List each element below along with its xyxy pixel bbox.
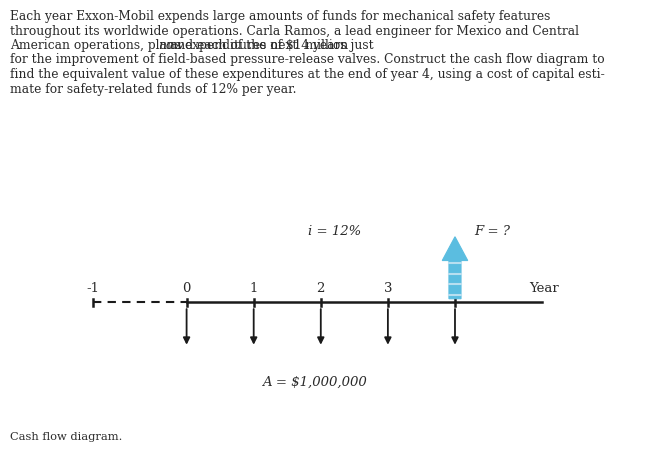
Text: Cash flow diagram.: Cash flow diagram. (10, 431, 122, 441)
Text: 1: 1 (250, 282, 258, 295)
Text: A = $1,000,000: A = $1,000,000 (262, 375, 366, 387)
Text: and each of the next 4 years just: and each of the next 4 years just (166, 39, 374, 52)
Text: Year: Year (529, 282, 559, 295)
Text: i = 12%: i = 12% (308, 224, 361, 237)
Text: find the equivalent value of these expenditures at the end of year 4, using a co: find the equivalent value of these expen… (10, 68, 605, 81)
Text: Each year Exxon-Mobil expends large amounts of funds for mechanical safety featu: Each year Exxon-Mobil expends large amou… (10, 10, 550, 23)
Text: for the improvement of field-based pressure-release valves. Construct the cash f: for the improvement of field-based press… (10, 53, 605, 66)
Text: throughout its worldwide operations. Carla Ramos, a lead engineer for Mexico and: throughout its worldwide operations. Car… (10, 24, 579, 38)
FancyArrow shape (442, 237, 468, 299)
Text: American operations, plans expenditures of $1 million: American operations, plans expenditures … (10, 39, 352, 52)
Text: 4: 4 (451, 282, 459, 295)
Text: 2: 2 (316, 282, 325, 295)
Text: 0: 0 (182, 282, 191, 295)
Text: -1: -1 (86, 282, 99, 295)
Text: F = ?: F = ? (474, 224, 510, 237)
Text: now: now (159, 39, 184, 52)
Text: 3: 3 (384, 282, 392, 295)
Text: mate for safety-related funds of 12% per year.: mate for safety-related funds of 12% per… (10, 82, 297, 95)
